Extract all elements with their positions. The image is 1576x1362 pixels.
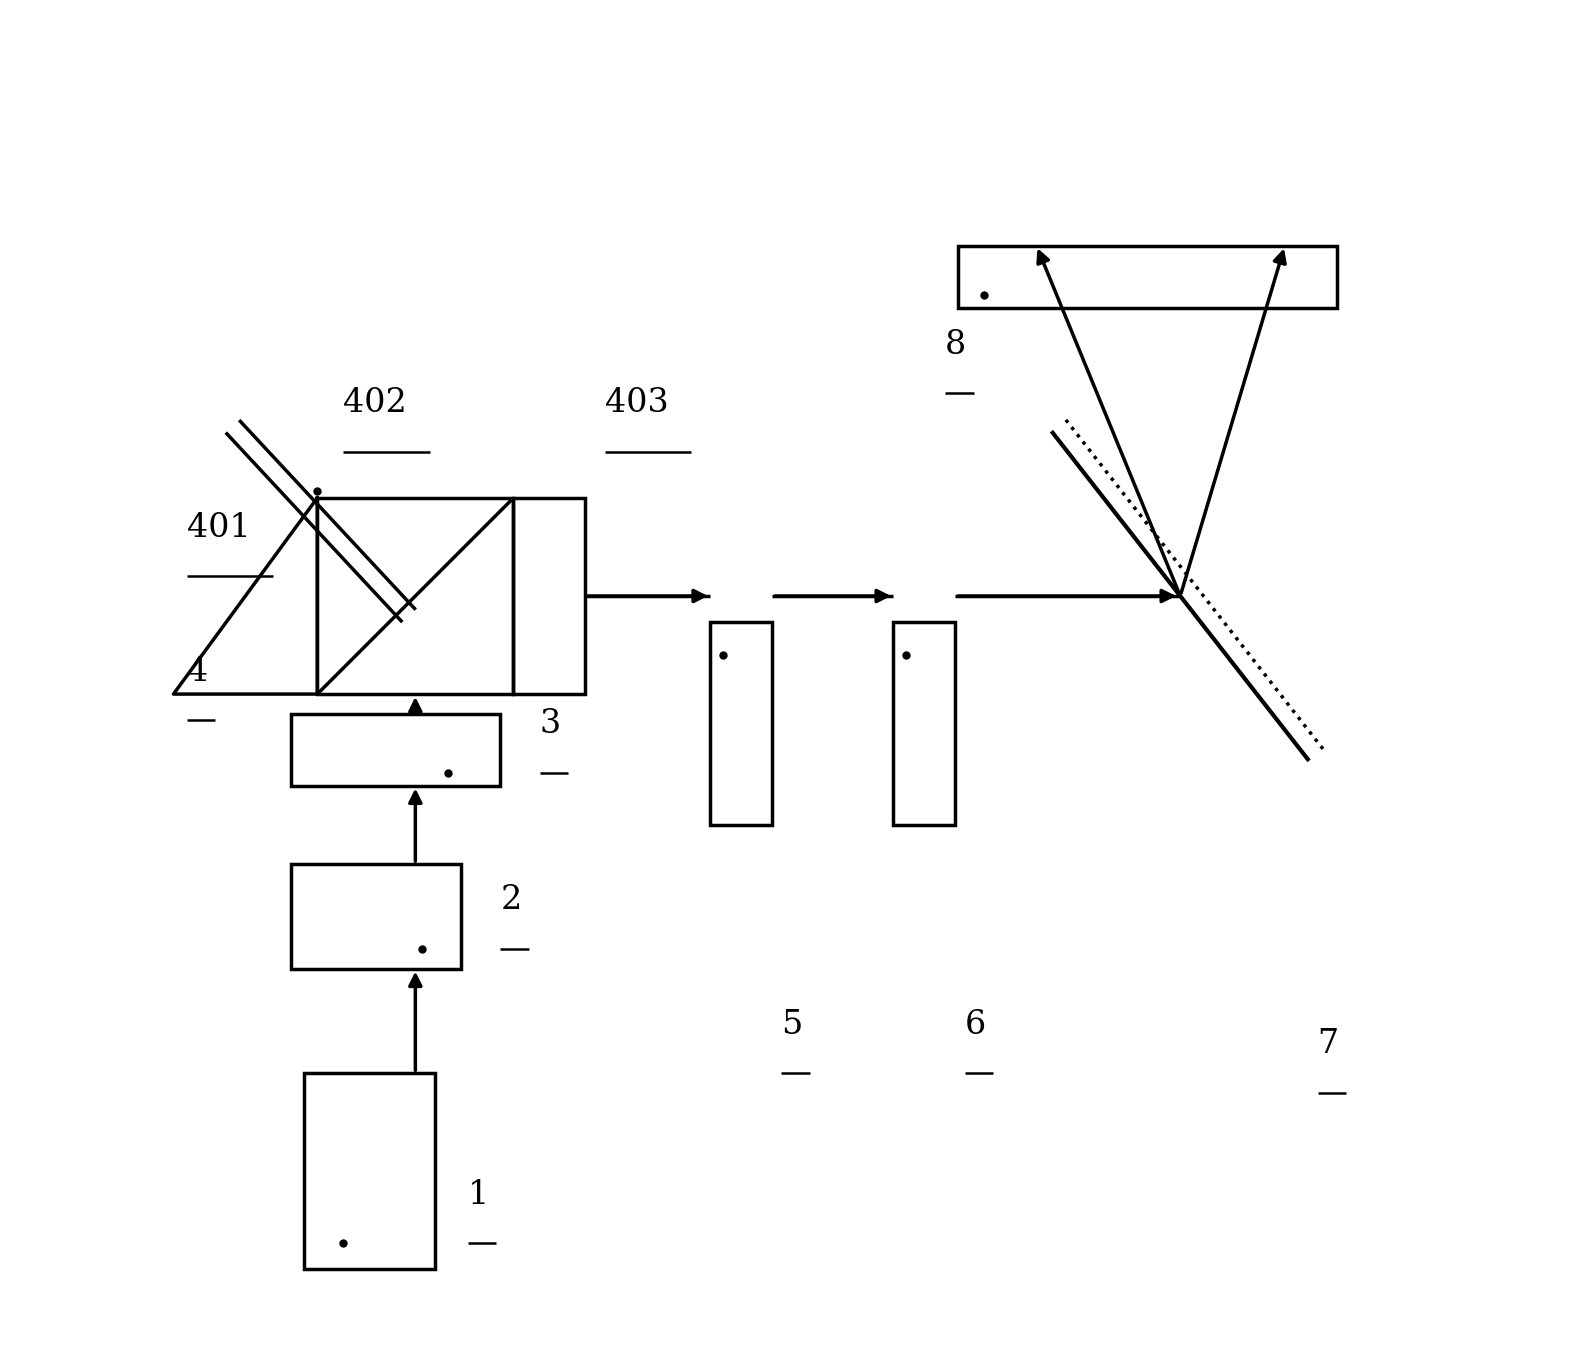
Text: 7: 7	[1318, 1028, 1338, 1060]
Text: 3: 3	[539, 708, 561, 740]
Bar	[709, 622, 772, 825]
Bar	[292, 714, 500, 786]
Bar	[292, 864, 462, 968]
Bar	[317, 498, 514, 695]
Text: 401: 401	[186, 512, 251, 543]
Text: 4: 4	[186, 655, 208, 688]
Text: 402: 402	[344, 388, 407, 419]
Text: 5: 5	[782, 1009, 802, 1041]
Text: 2: 2	[500, 884, 522, 917]
Text: 8: 8	[946, 328, 966, 361]
Bar	[304, 1073, 435, 1269]
Bar	[514, 498, 585, 695]
Text: 403: 403	[605, 388, 668, 419]
Text: 6: 6	[965, 1009, 985, 1041]
Bar	[958, 245, 1336, 308]
Bar	[892, 622, 955, 825]
Text: 1: 1	[468, 1178, 489, 1211]
